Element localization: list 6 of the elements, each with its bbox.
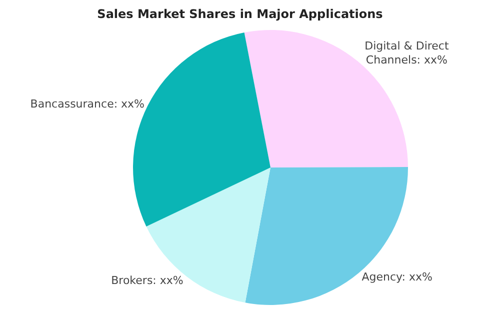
pie-slice xyxy=(245,167,408,305)
slice-label: Brokers: xx% xyxy=(111,274,184,288)
slice-label: Digital & Direct Channels: xx% xyxy=(364,39,450,67)
chart-title: Sales Market Shares in Major Applications xyxy=(97,7,383,21)
slice-label: Bancassurance: xx% xyxy=(30,98,145,111)
slice-label: Agency: xx% xyxy=(362,270,432,284)
